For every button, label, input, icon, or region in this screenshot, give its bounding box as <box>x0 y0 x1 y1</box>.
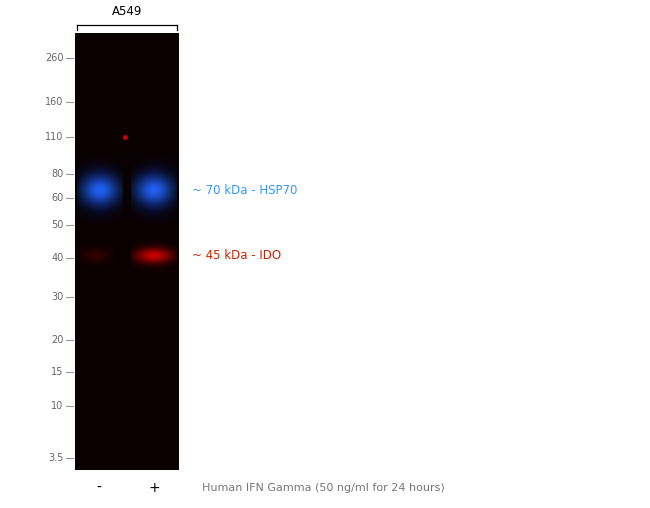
Text: 50: 50 <box>51 219 64 230</box>
FancyBboxPatch shape <box>75 33 179 470</box>
Text: 30: 30 <box>51 292 64 302</box>
Text: 3.5: 3.5 <box>48 453 64 463</box>
Text: A549: A549 <box>112 5 142 18</box>
Text: ~ 70 kDa - HSP70: ~ 70 kDa - HSP70 <box>192 184 297 197</box>
Text: 260: 260 <box>46 53 64 64</box>
Text: 20: 20 <box>51 335 64 345</box>
Text: 40: 40 <box>51 253 64 263</box>
Text: +: + <box>148 481 160 495</box>
Text: 110: 110 <box>46 132 64 142</box>
Text: -: - <box>96 481 101 495</box>
Text: ~ 45 kDa - IDO: ~ 45 kDa - IDO <box>192 249 281 262</box>
Text: 15: 15 <box>51 367 64 377</box>
Text: 10: 10 <box>51 401 64 411</box>
Text: 60: 60 <box>51 193 64 203</box>
Text: 160: 160 <box>46 97 64 107</box>
Text: Human IFN Gamma (50 ng/ml for 24 hours): Human IFN Gamma (50 ng/ml for 24 hours) <box>202 483 444 493</box>
Text: 80: 80 <box>51 169 64 179</box>
